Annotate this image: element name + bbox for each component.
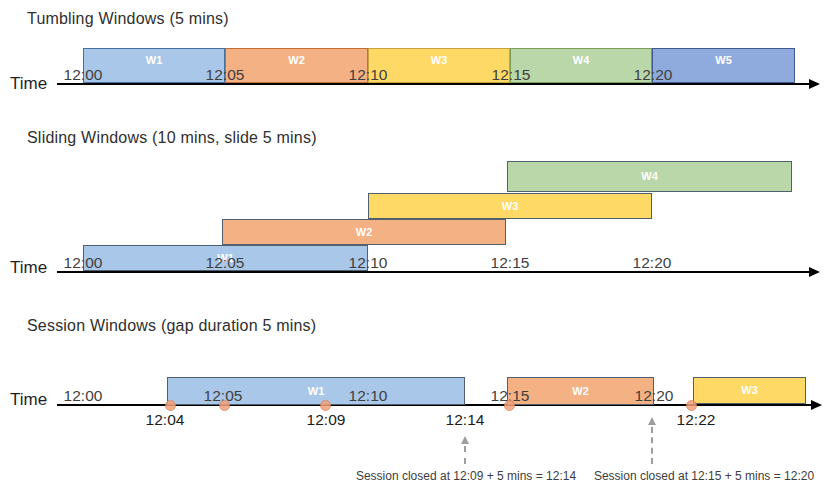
tick-label: 12:20	[631, 387, 677, 404]
event-time-label: 12:14	[437, 411, 493, 428]
window-label: W2	[572, 386, 589, 397]
tumbling-title: Tumbling Windows (5 mins)	[27, 10, 229, 28]
sliding-window-bar-w2: W2	[222, 219, 506, 245]
event-time-label: 12:04	[137, 411, 193, 428]
tick-label: 12:20	[629, 254, 675, 271]
window-label: W2	[356, 227, 373, 238]
tick-label: 12:20	[630, 66, 676, 83]
session-close-annotation: Session closed at 12:15 + 5 mins = 12:20	[586, 469, 822, 483]
tick-label: 12:10	[345, 66, 391, 83]
window-label: W3	[502, 201, 519, 212]
sliding-title: Sliding Windows (10 mins, slide 5 mins)	[27, 129, 317, 147]
axis-arrowhead-icon	[809, 79, 820, 89]
window-label: W4	[641, 171, 658, 182]
tumbling-axis-line	[57, 83, 810, 85]
session-close-annotation: Session closed at 12:09 + 5 mins = 12:14	[352, 469, 580, 483]
sliding-axis-line	[57, 271, 810, 273]
session-window-bar-w3: W3	[693, 377, 806, 404]
event-dot	[686, 400, 697, 411]
time-axis-label: Time	[10, 74, 47, 94]
tick-label: 12:05	[202, 254, 248, 271]
event-dot	[320, 400, 331, 411]
event-time-label: 12:22	[668, 411, 724, 428]
session-close-arrow-icon	[461, 436, 469, 444]
tick-label: 12:10	[345, 254, 391, 271]
windowing-diagram: Tumbling Windows (5 mins) Time W1 W2 W3 …	[0, 0, 829, 498]
time-axis-label: Time	[10, 390, 47, 410]
sliding-window-bar-w4: W4	[507, 161, 792, 192]
window-label: W2	[288, 55, 305, 66]
window-label: W1	[308, 386, 325, 397]
sliding-window-bar-w3: W3	[368, 193, 652, 219]
event-dot	[504, 400, 515, 411]
tick-label: 12:15	[488, 66, 534, 83]
event-time-label: 12:09	[298, 411, 354, 428]
window-label: W5	[715, 55, 732, 66]
session-close-arrow-icon	[648, 417, 656, 425]
event-dot	[165, 400, 176, 411]
window-label: W4	[573, 55, 590, 66]
axis-arrowhead-icon	[811, 400, 822, 410]
tick-label: 12:00	[60, 254, 106, 271]
time-axis-label: Time	[10, 258, 47, 278]
tick-label: 12:10	[345, 387, 391, 404]
window-label: W1	[146, 55, 163, 66]
tick-label: 12:15	[487, 254, 533, 271]
session-title: Session Windows (gap duration 5 mins)	[27, 317, 316, 335]
window-label: W3	[741, 385, 758, 396]
session-close-arrow-line	[464, 446, 466, 464]
window-label: W3	[431, 55, 448, 66]
tick-label: 12:05	[202, 66, 248, 83]
session-close-arrow-line	[651, 427, 653, 464]
tick-label: 12:00	[60, 387, 106, 404]
axis-arrowhead-icon	[809, 267, 820, 277]
event-dot	[219, 400, 230, 411]
tick-label: 12:00	[60, 66, 106, 83]
